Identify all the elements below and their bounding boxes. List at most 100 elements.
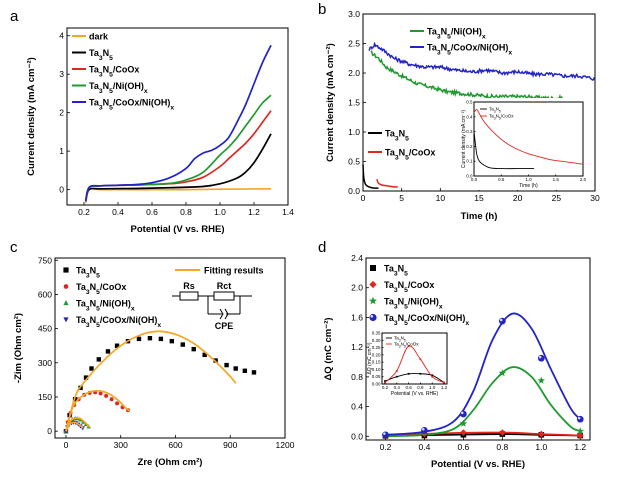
panel-c-fit-line [65,389,131,432]
d-xtick-label: 0.6 [457,442,469,452]
d-inset-xtick-label: 1.0 [429,385,436,390]
panel-b-letter: b [318,1,326,18]
c-ytick-label: 150 [38,392,52,402]
panel-d-inset-point [419,372,422,375]
panel-d-legend-label: Ta3N5/CoOx/Ni(OH)x [384,313,469,327]
b-ytick-label: 2.0 [348,68,360,78]
circuit-rct-label: Rct [217,281,232,291]
circuit-rs-label: Rs [183,281,195,291]
panel-c-data-point [242,368,248,373]
panel-d-inset-point [407,372,410,375]
panel-d-inset-point [384,381,386,384]
d-ytick-label: 0.0 [351,431,363,441]
panel-c-data-point [98,391,103,396]
b-ytick-label: 1.0 [348,127,360,137]
panel-a-legend-label: Ta3N5/CoOx [89,65,139,79]
panel-d-data-point-highlight [422,427,425,431]
panel-a-legend-label: Ta3N5 [89,48,113,62]
c-xtick-label: 1200 [276,440,295,450]
panel-d-letter: d [318,239,326,256]
panel-d-inset-point [395,369,398,372]
panel-c-fit-line [65,421,84,432]
circuit-cpe-plate [224,308,229,320]
panel-b-series-line [376,178,398,188]
panel-d-inset-ylabel: ΔQ (mC cm⁻²) [367,342,373,374]
b-xtick-label: 15 [474,193,484,203]
panel-d-inset-legend-label: Ta3N5/CoOx [394,342,419,349]
d-xtick-label: 1.0 [535,442,547,452]
panel-c-data-point [114,343,120,348]
panel-d-inset-point [431,374,434,377]
panel-a-series-line [84,133,272,202]
circuit-rs-resistor [179,291,199,301]
a-ytick-label: 2 [59,108,64,118]
panel-d-data-point-highlight [383,432,386,435]
d-ytick-label: 2.4 [351,253,363,263]
panel-c-legend-label: Ta3N5/CoOx/Ni(OH)x [76,315,161,329]
b-xtick-label: 5 [399,193,404,203]
panel-d-inset-point [395,375,398,378]
a-ytick-label: 3 [59,69,64,79]
panel-c-data-point [147,336,153,341]
panel-c-data-point [104,393,109,398]
panel-d-data-point-highlight [577,416,581,420]
panel-c-legend-marker [63,267,69,273]
panel-d-frame [365,257,591,441]
panel-c-data-point [191,346,196,352]
d-xtick-label: 1.2 [574,442,586,452]
c-ytick-label: 0 [47,426,52,436]
d-inset-ytick-label: 0.30 [372,338,381,343]
panel-d-inset-point [443,381,445,384]
panel-c-data-point [158,336,164,342]
circuit-cpe-plate [219,308,224,320]
d-inset-ytick-label: 0.15 [372,360,381,365]
panel-c-data-point [96,357,102,362]
panel-d-data-point-highlight [538,355,542,359]
b-ytick-label: 3.0 [348,9,360,19]
a-xtick-label: 1.4 [282,207,294,217]
c-xtick-label: 300 [114,440,128,450]
panel-a-legend-label: dark [89,32,109,42]
b-inset-ytick-label: 0.2 [466,144,473,149]
d-inset-ytick-label: 0.10 [372,367,381,372]
d-inset-ytick-label: 0.20 [372,352,381,357]
b-xtick-label: 25 [552,193,562,203]
panel-c-data-point [109,397,114,402]
b-inset-ytick-label: 0.1 [466,159,473,164]
panel-b-ylabel: Current density (mA cm⁻²) [325,43,336,162]
panel-d-inset-point [431,375,434,378]
panel-c-data-point [169,338,175,344]
circuit-rct-resistor [213,291,235,301]
d-inset-xtick-label: 0.2 [382,385,389,390]
panel-c-data-point [180,342,185,347]
a-xtick-label: 1.0 [214,207,226,217]
b-inset-xtick-label: 1.0 [525,177,532,182]
panel-b-legend-label: Ta3N5/CoOx [385,148,435,162]
panel-d-legend-marker [369,313,377,322]
panel-a-ylabel: Current density (mA cm⁻²) [26,57,37,176]
b-ytick-label: 2.5 [348,39,360,49]
panel-a-legend-label: Ta3N5/CoOx/Ni(OH)x [89,98,174,112]
d-inset-xtick-label: 0.4 [394,385,401,390]
panel-a-letter: a [10,8,19,25]
panel-d-inset-line [384,345,445,383]
panel-d-legend-marker [369,296,377,305]
panel-b-xlabel: Time (h) [461,211,498,222]
c-ytick-label: 450 [38,324,52,334]
b-xtick-label: 30 [590,193,600,203]
panel-a-series-line [84,187,272,204]
b-inset-ytick-label: 0.3 [466,129,473,134]
b-xtick-label: 0 [361,193,366,203]
c-ytick-label: 750 [38,255,52,265]
panel-c-data-point [202,352,207,358]
panel-a-frame [66,27,289,206]
panel-d-data-point [537,354,545,362]
panel-d-data-point [460,429,467,436]
panel-d-data-point [460,410,467,418]
d-xtick-label: 0.8 [496,442,508,452]
panel-d-data-point [421,426,428,434]
panel-c-fit-line [65,330,237,432]
panel-d-legend-label: Ta3N5 [384,264,408,278]
panel-c-xlabel: Zre (Ohm cm²) [138,457,203,468]
panel-c-legend-label: Ta3N5/Ni(OH)x [76,299,135,313]
